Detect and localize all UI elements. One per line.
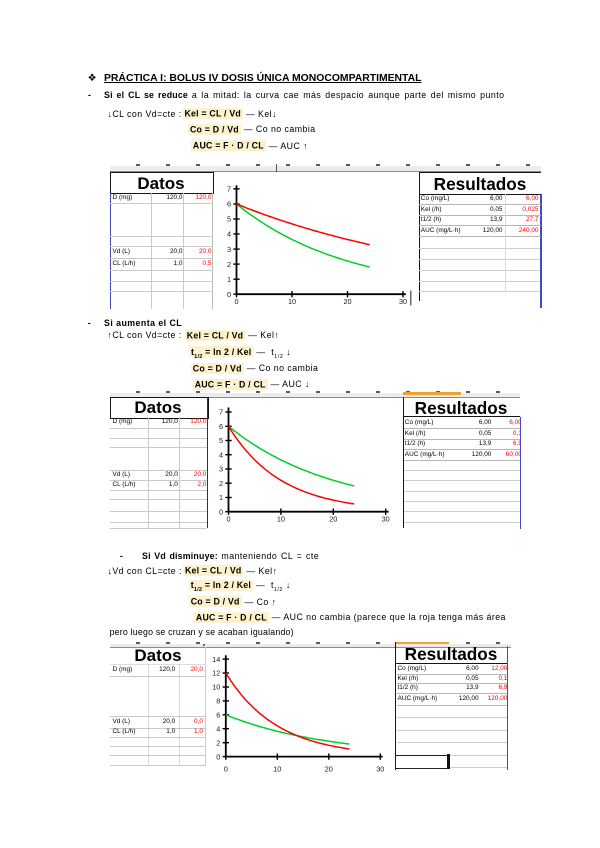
svg-text:2: 2 — [219, 479, 223, 488]
svg-text:20: 20 — [329, 515, 337, 524]
svg-text:10: 10 — [277, 515, 285, 524]
svg-text:10: 10 — [288, 297, 296, 306]
svg-text:30: 30 — [376, 764, 384, 773]
svg-text:30: 30 — [399, 297, 407, 306]
svg-text:10: 10 — [212, 683, 220, 692]
svg-text:0: 0 — [234, 297, 238, 306]
svg-text:5: 5 — [219, 436, 223, 445]
svg-text:0: 0 — [219, 507, 223, 516]
svg-text:20: 20 — [343, 297, 351, 306]
svg-text:0: 0 — [224, 764, 228, 773]
svg-text:12: 12 — [212, 669, 220, 678]
svg-text:4: 4 — [219, 450, 223, 459]
svg-text:4: 4 — [216, 724, 220, 733]
svg-text:6: 6 — [219, 422, 223, 431]
svg-text:3: 3 — [219, 465, 223, 474]
svg-text:20: 20 — [325, 764, 333, 773]
svg-text:6: 6 — [227, 200, 231, 209]
svg-text:2: 2 — [227, 260, 231, 269]
svg-text:1: 1 — [219, 493, 223, 502]
svg-text:10: 10 — [273, 764, 281, 773]
svg-text:7: 7 — [219, 408, 223, 417]
svg-text:7: 7 — [227, 185, 231, 194]
svg-text:2: 2 — [216, 738, 220, 747]
svg-text:3: 3 — [227, 245, 231, 254]
svg-text:0: 0 — [227, 290, 231, 299]
svg-text:5: 5 — [227, 215, 231, 224]
svg-text:6: 6 — [216, 711, 220, 720]
svg-text:14: 14 — [212, 655, 220, 664]
svg-text:0: 0 — [226, 515, 230, 524]
svg-text:0: 0 — [216, 752, 220, 761]
svg-text:4: 4 — [227, 230, 231, 239]
svg-text:8: 8 — [216, 697, 220, 706]
svg-text:30: 30 — [382, 515, 390, 524]
svg-text:1: 1 — [227, 275, 231, 284]
